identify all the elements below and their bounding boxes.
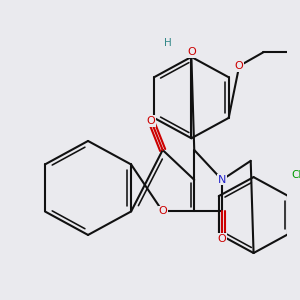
Text: Cl: Cl: [291, 170, 300, 180]
Text: O: O: [158, 206, 167, 217]
Text: N: N: [218, 175, 226, 185]
Text: O: O: [187, 47, 196, 57]
Text: H: H: [164, 38, 171, 48]
Text: O: O: [218, 234, 226, 244]
Text: O: O: [235, 61, 244, 71]
Text: O: O: [147, 116, 156, 126]
